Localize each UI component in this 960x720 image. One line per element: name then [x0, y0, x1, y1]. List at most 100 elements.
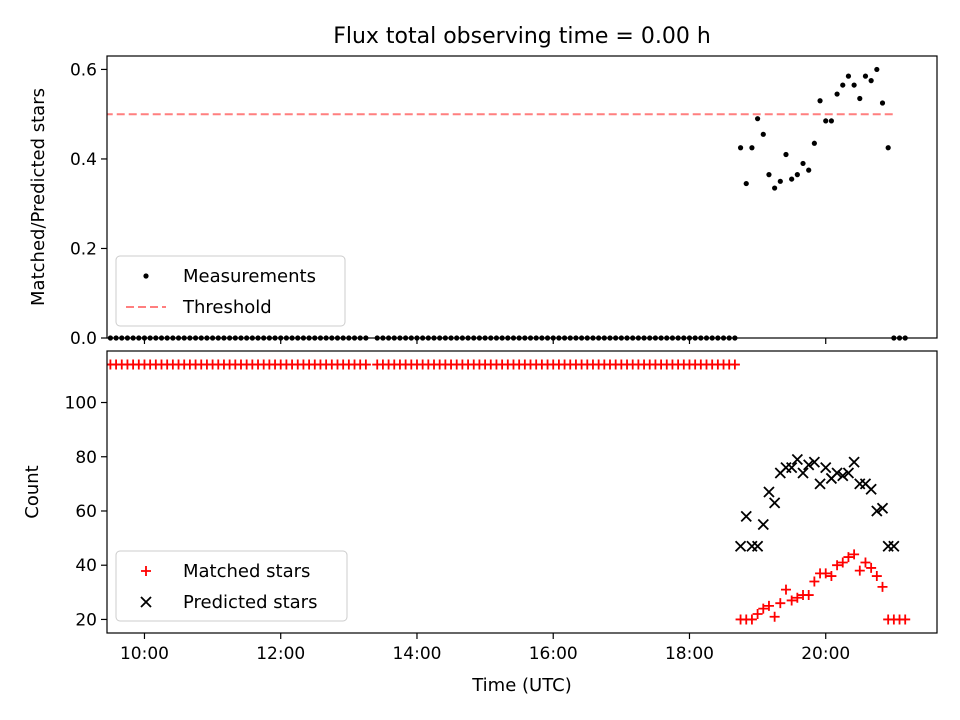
predicted-star-point — [865, 483, 877, 495]
x-tick-label: 18:00 — [665, 644, 714, 664]
measurement-point — [766, 172, 772, 178]
measurement-point — [789, 176, 795, 182]
measurement-point — [783, 151, 789, 158]
x-axis-label: Time (UTC) — [471, 675, 572, 696]
measurement-point — [885, 145, 891, 151]
y-tick-label: 0.0 — [70, 329, 97, 349]
legend-entry-label: Threshold — [182, 297, 272, 318]
x-tick-label: 10:00 — [120, 644, 169, 664]
measurement-point — [760, 131, 766, 137]
predicted-star-point — [808, 456, 821, 468]
y-axis-label: Matched/Predicted stars — [28, 88, 49, 306]
matched-star-point — [763, 600, 774, 611]
predicted-star-point — [837, 470, 849, 482]
matched-star-point — [786, 595, 797, 606]
matched-star-point — [877, 581, 888, 592]
measurement-point — [828, 118, 835, 124]
matched-star-point — [769, 611, 780, 622]
predicted-star-point — [814, 478, 826, 490]
measurement-point — [868, 78, 874, 84]
predicted-star-point — [876, 502, 889, 514]
measurement-point — [845, 73, 852, 79]
predicted-star-point — [831, 467, 843, 479]
predicted-star-point — [803, 459, 815, 471]
predicted-star-point — [871, 505, 883, 517]
matched-star-point — [826, 571, 837, 582]
legend-entry-label: Measurements — [183, 266, 316, 287]
measurement-point — [851, 82, 857, 88]
predicted-star-point — [768, 497, 781, 509]
x-tick-label: 14:00 — [392, 644, 441, 664]
measurement-point — [772, 185, 778, 191]
x-tick-label: 16:00 — [529, 644, 578, 664]
matched-star-point — [775, 598, 786, 609]
matched-star-point — [360, 359, 371, 370]
legend: Measurements Threshold — [115, 255, 346, 327]
y-tick-label: 80 — [75, 448, 97, 468]
axes-frame — [106, 55, 938, 339]
predicted-star-point — [740, 510, 752, 523]
y-tick-label: 60 — [75, 502, 97, 522]
matched-star-point — [820, 568, 831, 579]
matched-star-point — [729, 359, 740, 370]
legend-box — [115, 550, 348, 622]
legend-box — [115, 255, 346, 327]
measurement-point — [834, 91, 840, 97]
bottom-panel-counts: 20 40 60 80 100 10:00 12:00 14:00 16:00 18:00 20:0… — [22, 350, 938, 664]
y-tick-label: 0.4 — [70, 150, 97, 170]
matched-star-point — [758, 603, 769, 614]
measurement-point — [806, 167, 812, 173]
measurement-point — [737, 145, 744, 151]
x-tick-label: 12:00 — [256, 644, 305, 664]
y-axis-label: Count — [22, 465, 43, 518]
measurement-point — [777, 178, 783, 184]
predicted-star-point — [757, 518, 769, 531]
measurement-point — [840, 82, 846, 88]
measurement-point — [749, 145, 755, 151]
matched-star-point — [837, 557, 848, 568]
matched-star-point — [780, 584, 791, 595]
legend: Matched stars Predicted stars — [115, 550, 348, 622]
y-tick-label: 40 — [75, 556, 97, 576]
y-tick-label: 20 — [75, 610, 97, 630]
legend-entry-label: Matched stars — [183, 561, 310, 582]
x-tick-label: 20:00 — [801, 644, 850, 664]
predicted-star-point — [842, 467, 855, 479]
matched-star-point — [832, 560, 843, 571]
predicted-star-point — [888, 540, 900, 552]
measurement-point — [794, 172, 800, 178]
predicted-star-point — [786, 461, 798, 474]
measurement-point — [862, 73, 869, 79]
matched-star-point — [809, 576, 820, 587]
matched-star-point — [803, 590, 814, 601]
legend-matched-swatch — [141, 566, 151, 576]
matched-star-point — [843, 552, 854, 563]
matched-star-point — [792, 592, 803, 603]
top-panel-ratio: 0.0 0.2 0.4 0.6 Matched/Predicted stars Measu… — [28, 55, 938, 349]
matched-star-point — [871, 571, 882, 582]
predicted-star-point — [797, 467, 809, 479]
measurement-point — [817, 98, 823, 104]
measurement-point — [857, 95, 863, 102]
matched-star-point — [860, 557, 871, 568]
measurement-point — [755, 116, 761, 122]
predicted-star-point — [791, 453, 803, 466]
legend-measurement-swatch — [143, 273, 149, 279]
matched-star-point — [746, 614, 757, 625]
measurement-point — [811, 140, 817, 146]
matched-star-point — [752, 609, 763, 620]
predicted-star-point — [820, 461, 832, 474]
measurement-point — [874, 66, 880, 73]
figure-title: Flux total observing time = 0.00 h — [333, 24, 711, 49]
y-tick-label: 0.2 — [70, 239, 97, 259]
legend-predicted-swatch — [140, 596, 152, 608]
measurement-point — [800, 160, 806, 167]
matched-star-point — [866, 562, 877, 573]
predicted-star-point — [734, 540, 747, 552]
predicted-star-point — [848, 456, 860, 468]
legend-entry-label: Predicted stars — [183, 592, 317, 613]
chart-marks — [107, 359, 911, 625]
measurement-point — [743, 180, 749, 187]
matched-star-point — [849, 549, 860, 560]
